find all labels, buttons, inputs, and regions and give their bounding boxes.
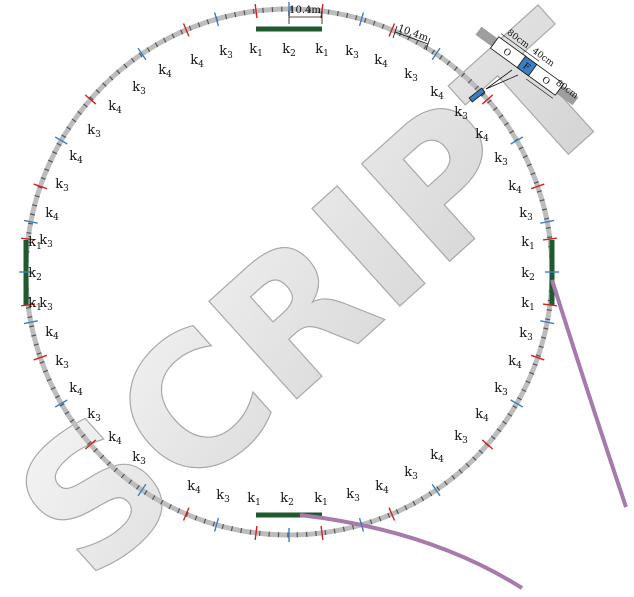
red-marker-14 (530, 354, 545, 361)
red-marker-11 (388, 23, 396, 37)
label-left-lower-2: k3 (55, 354, 69, 371)
blue-marker-12 (213, 12, 220, 27)
red-marker-8 (182, 23, 190, 37)
red-marker-15 (481, 439, 494, 450)
blue-marker-15 (358, 517, 365, 532)
label-left-lower-1: k4 (45, 325, 59, 342)
red-marker-5 (21, 237, 36, 241)
label-left-upper-0: k4 (158, 63, 172, 80)
red-marker-7 (254, 525, 258, 540)
extraction-lines (299, 279, 628, 590)
inset-dim-line-3 (526, 78, 554, 99)
label-bottom-3: k2 (280, 491, 294, 508)
label-top-6: k4 (374, 53, 388, 70)
label-right-lower-1: k4 (508, 354, 522, 371)
blue-marker-14 (213, 517, 220, 532)
label-right-lower-2: k3 (494, 381, 508, 398)
blue-marker-8 (510, 399, 524, 408)
label-right-lower-6: k3 (404, 465, 418, 482)
blue-marker-10 (137, 483, 147, 497)
blue-marker-5 (54, 136, 68, 145)
magnet-element (468, 69, 519, 103)
dimension-arc-tick-right (425, 37, 431, 51)
extraction-line-bottom (299, 513, 524, 590)
label-left-upper-4: k4 (69, 149, 83, 166)
label-right-lower-0: k3 (519, 326, 533, 343)
blue-marker-11 (54, 399, 68, 408)
red-marker-4 (21, 303, 36, 307)
label-top-3: k2 (282, 42, 296, 59)
blue-marker-16 (23, 219, 38, 224)
red-marker-19 (33, 354, 48, 361)
red-marker-6 (320, 525, 324, 540)
label-left-upper-6: k4 (45, 206, 59, 223)
kicker-markers (19, 2, 559, 542)
blue-marker-4 (137, 47, 147, 61)
inset-letter-mid: F (521, 61, 532, 73)
red-marker-3 (542, 237, 557, 241)
red-marker-2 (542, 303, 557, 307)
label-top-5: k3 (345, 44, 359, 61)
dimension-straight: 10.4m (288, 5, 323, 24)
extraction-line-right (550, 279, 628, 508)
label-top-4: k1 (315, 42, 329, 59)
label-left-upper-2: k4 (108, 99, 122, 116)
label-left-upper-5: k3 (55, 177, 69, 194)
inset-letter-left: O (501, 47, 513, 59)
magnet-pointer-2 (485, 69, 513, 90)
label-right-lower-4: k3 (454, 429, 468, 446)
label-right-mid-2: k1 (521, 296, 535, 313)
dimension-arc-line (394, 31, 429, 45)
label-right-lower-3: k4 (475, 407, 489, 424)
blue-marker-17 (540, 219, 555, 224)
label-left-mid-1: k2 (28, 266, 42, 283)
magnet-pointer-1 (485, 74, 519, 90)
blue-marker-6 (431, 47, 441, 61)
blue-marker-19 (540, 320, 555, 325)
label-left-upper-3: k3 (87, 123, 101, 140)
blue-marker-18 (23, 320, 38, 325)
blue-marker-7 (510, 136, 524, 145)
label-right-lower-5: k4 (430, 448, 444, 465)
dimension-straight-label: 10.4m (289, 5, 321, 16)
red-marker-13 (530, 183, 545, 190)
label-left-lower-0: k3 (39, 296, 53, 313)
blue-marker-13 (358, 12, 365, 27)
blue-marker-9 (431, 483, 441, 497)
red-marker-17 (182, 507, 190, 521)
red-marker-1 (254, 4, 258, 19)
label-top-2: k1 (249, 42, 263, 59)
red-marker-16 (388, 507, 396, 521)
magnet-element-marker (468, 87, 486, 103)
dimension-arc-tick-left (392, 25, 398, 39)
inset-dim-line-2 (527, 52, 540, 62)
label-bottom-2: k1 (247, 491, 261, 508)
label-bottom-6: k4 (375, 479, 389, 496)
label-right-mid-1: k2 (521, 266, 535, 283)
label-top-0: k4 (190, 53, 204, 70)
inset-letter-right: O (540, 75, 552, 87)
inset-focus-magnet (516, 55, 538, 77)
label-bottom-4: k1 (314, 491, 328, 508)
inset-dim-line-1 (500, 33, 528, 54)
red-marker-12 (481, 94, 494, 105)
red-marker-18 (84, 439, 97, 450)
red-marker-10 (33, 183, 48, 190)
red-marker-9 (84, 94, 97, 105)
label-bottom-5: k3 (346, 487, 360, 504)
label-top-1: k3 (219, 44, 233, 61)
label-left-upper-1: k3 (132, 80, 146, 97)
